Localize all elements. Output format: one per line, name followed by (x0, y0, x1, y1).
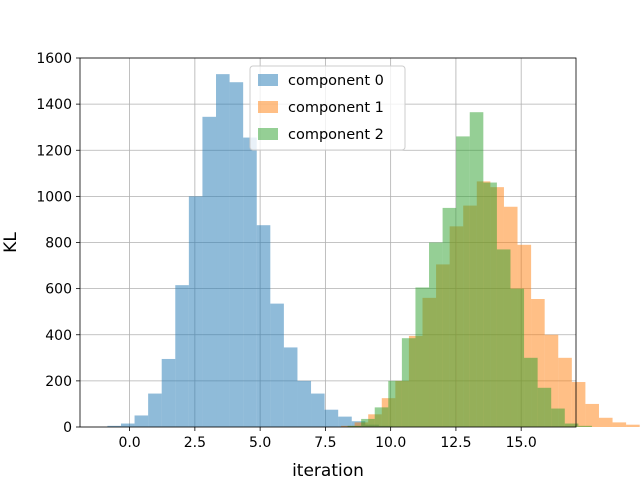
histogram-bar (283, 347, 298, 427)
y-tick-label: 1400 (36, 97, 72, 113)
axis-ticks: 0.0 2.5 5.0 7.5 10.0 12.5 15.0 0 200 400 600 800 100… (36, 51, 536, 451)
legend-swatch (258, 74, 278, 86)
histogram-bar (134, 415, 149, 427)
histogram-bar (256, 225, 271, 427)
histogram-bar (229, 82, 244, 427)
histogram-bar (338, 416, 352, 427)
histogram-bar (361, 418, 375, 427)
y-axis-label: KL (1, 232, 21, 253)
histogram-bar (161, 358, 176, 427)
histogram-bar (456, 136, 470, 427)
histogram-bar (324, 409, 339, 427)
histogram-bar (270, 303, 284, 427)
x-tick-label: 15.0 (506, 435, 537, 451)
legend-label: component 1 (288, 100, 384, 116)
legend-box (249, 65, 406, 151)
x-tick-label: 12.5 (440, 435, 471, 451)
histogram-bar (585, 403, 599, 427)
histogram-bar (311, 393, 325, 427)
legend: component 0 component 1 component 2 (249, 65, 406, 151)
histogram-bar (347, 425, 362, 427)
histogram-bar (202, 116, 217, 427)
histogram-bar (243, 137, 257, 428)
histogram-bar (612, 422, 627, 427)
legend-label: component 2 (288, 127, 384, 143)
histogram-bars (107, 74, 640, 428)
histogram-bar (107, 425, 121, 427)
histogram-bar (524, 357, 538, 427)
histogram-bar (188, 196, 203, 427)
histogram-bar (626, 424, 640, 427)
x-tick-label: 5.0 (249, 435, 271, 451)
series-0-bars (107, 74, 393, 428)
x-axis-label: iteration (292, 461, 364, 480)
y-tick-label: 600 (45, 282, 72, 298)
histogram-bar (442, 207, 457, 427)
y-tick-label: 0 (63, 420, 72, 436)
histogram-bar (401, 338, 416, 427)
histogram-bar (551, 408, 565, 427)
histogram-bar (598, 417, 613, 427)
y-tick-label: 400 (45, 328, 72, 344)
histogram-bar (469, 112, 484, 428)
histogram-bar (175, 285, 189, 427)
legend-swatch (258, 101, 278, 113)
histogram-bar (510, 288, 525, 427)
y-tick-label: 1600 (36, 51, 72, 67)
y-tick-label: 1200 (36, 143, 72, 159)
histogram-bar (496, 249, 511, 427)
x-tick-label: 7.5 (314, 435, 336, 451)
legend-label: component 0 (288, 73, 384, 89)
y-tick-label: 200 (45, 374, 72, 390)
histogram-bar (415, 287, 430, 427)
series-2-bars (347, 112, 592, 428)
legend-swatch (258, 128, 278, 140)
histogram-bar (374, 407, 389, 427)
histogram-bar (429, 242, 443, 427)
histogram-bar (571, 382, 586, 427)
histogram-bar (578, 425, 592, 427)
histogram-bar (537, 387, 552, 427)
x-tick-label: 2.5 (184, 435, 206, 451)
histogram-bar (388, 380, 402, 427)
x-tick-label: 10.0 (375, 435, 406, 451)
histogram-bar (483, 182, 497, 427)
histogram-bar (120, 423, 135, 427)
histogram-bar (216, 74, 230, 428)
histogram-bar (564, 423, 579, 427)
histogram-bar (297, 380, 312, 427)
x-tick-label: 0.0 (118, 435, 140, 451)
y-tick-label: 800 (45, 236, 72, 252)
y-tick-label: 1000 (36, 189, 72, 205)
histogram-bar (148, 393, 162, 427)
